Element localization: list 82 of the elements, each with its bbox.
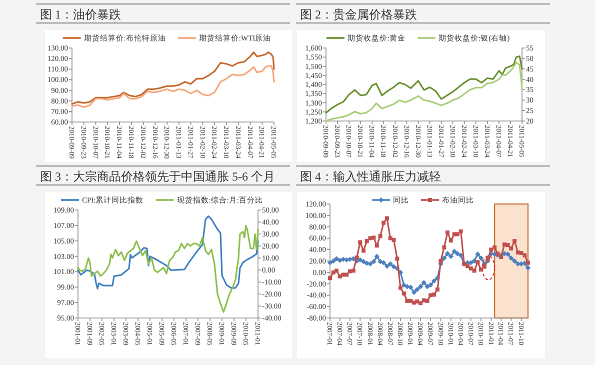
point bbox=[492, 245, 497, 250]
point bbox=[442, 245, 446, 250]
point bbox=[506, 243, 510, 248]
point bbox=[402, 291, 406, 296]
chart-title: 图 2：贵金属价格暴跌 bbox=[300, 8, 417, 22]
point bbox=[392, 238, 396, 242]
point bbox=[334, 256, 340, 262]
point bbox=[372, 236, 376, 240]
point bbox=[398, 286, 402, 290]
point bbox=[482, 264, 486, 269]
point bbox=[358, 257, 363, 262]
point bbox=[395, 256, 400, 261]
point bbox=[519, 251, 524, 256]
point bbox=[522, 253, 527, 258]
point bbox=[382, 220, 386, 225]
point bbox=[525, 265, 531, 270]
point bbox=[408, 298, 413, 303]
point bbox=[388, 236, 392, 240]
point bbox=[475, 252, 480, 257]
point bbox=[354, 256, 359, 260]
point bbox=[428, 282, 434, 288]
point bbox=[374, 244, 379, 248]
point bbox=[391, 264, 396, 270]
point bbox=[455, 232, 460, 236]
point bbox=[486, 256, 490, 261]
point bbox=[478, 256, 484, 261]
point bbox=[330, 258, 336, 264]
point bbox=[358, 240, 362, 244]
point bbox=[374, 254, 380, 260]
point bbox=[432, 292, 436, 297]
point bbox=[499, 255, 504, 260]
point bbox=[401, 282, 407, 288]
point bbox=[505, 252, 510, 257]
point bbox=[414, 286, 420, 292]
point bbox=[444, 250, 450, 256]
point bbox=[348, 269, 352, 274]
point bbox=[362, 248, 366, 253]
point bbox=[385, 216, 390, 220]
point bbox=[526, 260, 530, 265]
point bbox=[448, 238, 453, 242]
point bbox=[431, 278, 437, 284]
point bbox=[452, 248, 457, 254]
point bbox=[442, 256, 447, 261]
point bbox=[425, 298, 430, 303]
point bbox=[418, 301, 423, 306]
point bbox=[328, 276, 332, 280]
point bbox=[384, 264, 390, 269]
chart-title: 图 4：输入性通胀压力减轻 bbox=[300, 170, 441, 184]
point bbox=[418, 284, 424, 290]
point bbox=[344, 272, 349, 277]
point bbox=[368, 261, 373, 266]
point bbox=[415, 299, 420, 304]
chart-title: 图 1：油价暴跌 bbox=[40, 8, 121, 22]
point bbox=[364, 239, 369, 244]
point bbox=[411, 290, 417, 295]
point bbox=[438, 259, 443, 263]
point bbox=[360, 258, 366, 264]
point bbox=[508, 256, 514, 261]
point bbox=[512, 258, 518, 264]
point bbox=[468, 266, 473, 270]
point bbox=[445, 230, 450, 234]
point bbox=[472, 268, 476, 273]
point bbox=[458, 229, 463, 234]
point bbox=[381, 260, 386, 266]
point bbox=[435, 288, 440, 292]
point bbox=[476, 260, 480, 264]
point bbox=[512, 239, 517, 244]
point bbox=[489, 248, 494, 252]
point bbox=[466, 264, 470, 268]
point bbox=[421, 280, 426, 286]
point bbox=[327, 260, 333, 266]
point bbox=[378, 234, 382, 238]
point bbox=[448, 254, 454, 260]
point bbox=[388, 261, 393, 266]
chart-title: 图 3：大宗商品价格领先于中国通胀 5-6 个月 bbox=[40, 170, 275, 184]
point bbox=[351, 268, 356, 273]
point bbox=[454, 250, 460, 256]
point bbox=[509, 246, 514, 250]
point bbox=[424, 284, 430, 290]
point bbox=[334, 268, 339, 273]
point bbox=[408, 284, 414, 290]
point bbox=[371, 258, 376, 264]
